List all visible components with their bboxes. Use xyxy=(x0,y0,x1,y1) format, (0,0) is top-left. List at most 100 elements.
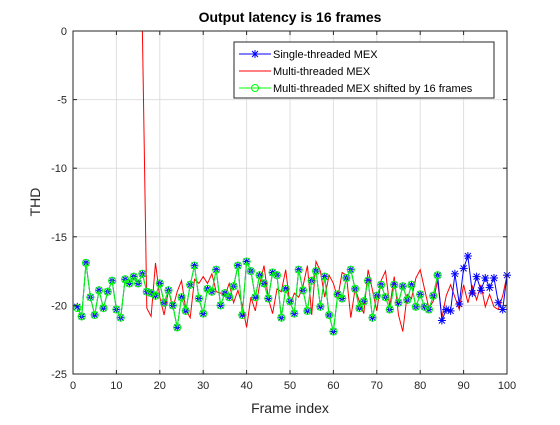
data-point-circle xyxy=(424,305,433,314)
data-point-circle xyxy=(229,282,238,291)
data-point-circle xyxy=(407,280,416,289)
x-tick-label: 40 xyxy=(240,380,252,392)
legend-entry-single-threaded[interactable]: Single-threaded MEX xyxy=(239,49,378,61)
legend[interactable]: Single-threaded MEX Multi-threaded MEX M… xyxy=(233,41,495,99)
data-point-circle xyxy=(420,302,429,311)
data-point-circle xyxy=(325,311,334,319)
x-tick-label: 100 xyxy=(498,380,516,392)
data-point-asterisk xyxy=(472,272,481,281)
data-point-circle xyxy=(207,287,216,296)
data-point-circle xyxy=(329,327,338,336)
data-point-circle xyxy=(364,276,373,285)
data-point-circle xyxy=(216,301,225,310)
asterisk-marker-icon xyxy=(251,50,259,58)
x-tick-label: 90 xyxy=(457,380,469,392)
data-point-circle xyxy=(103,287,112,296)
data-point-circle xyxy=(273,271,281,280)
data-point-circle xyxy=(86,293,95,302)
data-point-circle xyxy=(381,293,390,302)
data-point-circle xyxy=(338,294,347,303)
data-point-circle xyxy=(398,282,407,291)
data-point-circle xyxy=(173,323,182,332)
data-point-circle xyxy=(160,298,169,307)
data-point-circle xyxy=(73,304,82,313)
data-point-circle xyxy=(203,284,212,293)
data-point-asterisk xyxy=(477,286,485,295)
data-point-circle xyxy=(394,298,403,307)
legend-box xyxy=(233,41,495,99)
circle-marker-icon xyxy=(251,84,259,92)
data-point-circle xyxy=(333,290,342,299)
x-tick-label: 60 xyxy=(327,380,339,392)
data-point-circle xyxy=(246,267,255,276)
data-point-circle xyxy=(155,279,164,288)
data-point-circle xyxy=(151,291,160,300)
data-point-circle xyxy=(390,280,399,289)
data-point-circle xyxy=(377,280,386,289)
data-point-circle xyxy=(112,305,121,314)
data-point-asterisk xyxy=(450,269,459,278)
y-axis-title: THD xyxy=(27,188,43,217)
data-point-circle xyxy=(372,291,381,300)
data-point-circle xyxy=(77,312,86,321)
data-point-circle xyxy=(134,279,143,288)
data-point-circle xyxy=(194,294,203,303)
data-point-circle xyxy=(260,279,268,288)
data-point-circle xyxy=(142,287,151,296)
y-tick-label: -15 xyxy=(51,232,67,244)
data-point-circle xyxy=(242,257,251,266)
y-tick-label: -10 xyxy=(51,163,67,175)
data-point-asterisk xyxy=(481,274,490,282)
data-point-circle xyxy=(368,313,377,322)
data-point-circle xyxy=(429,291,438,300)
data-point-circle xyxy=(168,301,177,310)
data-point-circle xyxy=(416,290,425,299)
y-axis: 0 -5 -10 -15 -20 -25 xyxy=(51,26,507,381)
data-point-circle xyxy=(277,313,286,322)
data-point-circle xyxy=(411,302,420,311)
x-tick-label: 80 xyxy=(414,380,426,392)
data-point-circle xyxy=(225,293,234,302)
data-point-circle xyxy=(251,293,260,302)
legend-label-multi-threaded-shifted: Multi-threaded MEX shifted by 16 frames xyxy=(273,83,473,95)
data-point-circle xyxy=(299,286,307,295)
x-axis-title: Frame index xyxy=(251,400,329,416)
data-point-asterisk xyxy=(498,305,507,314)
data-point-circle xyxy=(199,309,208,318)
data-point-circle xyxy=(342,274,351,282)
x-tick-label: 30 xyxy=(197,380,209,392)
data-point-circle xyxy=(303,306,312,315)
data-point-circle xyxy=(307,276,316,285)
data-point-circle xyxy=(238,311,247,319)
legend-label-single-threaded: Single-threaded MEX xyxy=(273,49,378,61)
data-point-asterisk xyxy=(485,283,494,292)
data-point-circle xyxy=(359,297,368,306)
data-point-circle xyxy=(220,289,229,298)
x-tick-label: 10 xyxy=(110,380,122,392)
data-point-circle xyxy=(95,286,103,295)
data-point-asterisk xyxy=(446,306,455,315)
data-point-circle xyxy=(312,267,320,276)
data-point-circle xyxy=(403,295,412,304)
data-point-circle xyxy=(433,271,442,280)
data-point-asterisk xyxy=(490,274,498,282)
data-point-circle xyxy=(281,284,290,293)
y-tick-label: -20 xyxy=(51,300,67,312)
data-point-circle xyxy=(147,289,156,298)
plot-area xyxy=(73,30,511,336)
y-tick-label: 0 xyxy=(61,26,67,38)
data-point-circle xyxy=(177,293,186,302)
data-point-asterisk xyxy=(494,298,503,307)
data-point-circle xyxy=(268,268,277,277)
data-point-circle xyxy=(290,309,299,318)
data-point-circle xyxy=(90,311,99,319)
data-point-circle xyxy=(129,272,138,281)
legend-entry-multi-threaded[interactable]: Multi-threaded MEX xyxy=(239,66,371,78)
data-point-circle xyxy=(320,272,329,281)
data-point-circle xyxy=(82,258,90,267)
data-point-circle xyxy=(255,271,264,280)
legend-entry-multi-threaded-shifted[interactable]: Multi-threaded MEX shifted by 16 frames xyxy=(239,83,473,95)
series-line-multi-threaded-mex-shifted-by-16-frames xyxy=(76,261,439,332)
